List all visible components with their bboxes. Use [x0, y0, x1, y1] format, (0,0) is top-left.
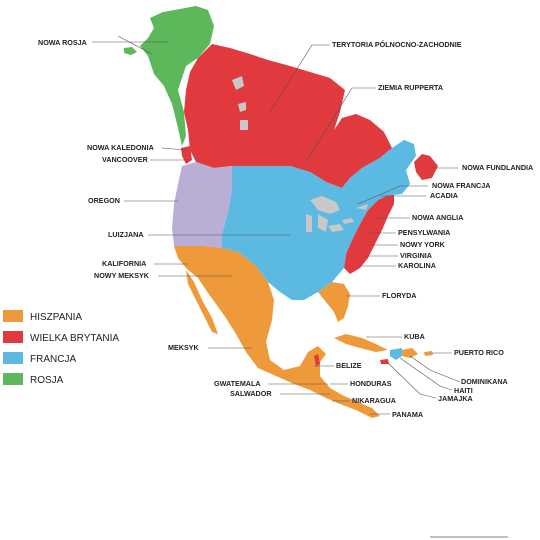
region-haiti[interactable]: [390, 348, 402, 360]
region-dominikana[interactable]: [402, 348, 418, 358]
label-salwador: SALWADOR: [230, 389, 272, 398]
region-baja-california: [186, 270, 218, 334]
label-luizjana: LUIZJANA: [108, 230, 144, 239]
label-kalifornia: KALIFORNIA: [102, 259, 146, 268]
label-nowa-kaledonia: NOWA KALEDONIA: [87, 143, 154, 152]
label-dominikana: DOMINIKANA: [461, 377, 508, 386]
label-jamajka: JAMAJKA: [438, 394, 473, 403]
region-meksyk-kalifornia[interactable]: [174, 246, 380, 418]
region-rosja-aleuty: [124, 47, 137, 55]
region-oregon[interactable]: [172, 162, 232, 248]
legend-label: HISZPANIA: [30, 312, 82, 323]
label-kuba: KUBA: [404, 332, 425, 341]
legend-label: FRANCJA: [30, 354, 76, 365]
region-floryda[interactable]: [318, 282, 350, 322]
label-virginia: VIRGINIA: [400, 251, 432, 260]
region-jamajka[interactable]: [380, 359, 389, 364]
label-terytoria: TERYTORIA PÓLNOCNO-ZACHODNIE: [332, 40, 462, 49]
label-belize: BELIZE: [336, 361, 362, 370]
legend-label: ROSJA: [30, 375, 64, 386]
label-puerto-rico: PUERTO RICO: [454, 348, 504, 357]
legend-swatch: [3, 310, 23, 322]
label-floryda: FLORYDA: [382, 291, 416, 300]
label-acadia: ACADIA: [430, 191, 458, 200]
region-puerto-rico[interactable]: [424, 351, 433, 356]
legend-label: WIELKA BRYTANIA: [30, 333, 119, 344]
label-nowa-anglia: NOWA ANGLIA: [412, 213, 463, 222]
map-legend: HISZPANIA WIELKA BRYTANIA FRANCJA ROSJA: [3, 310, 119, 386]
region-nowa-fundlandia[interactable]: [414, 154, 438, 180]
label-nikaragua: NIKARAGUA: [352, 396, 396, 405]
leader-lines: [92, 35, 461, 415]
region-belize[interactable]: [314, 354, 320, 366]
label-haiti: HAITI: [454, 386, 473, 395]
label-oregon: OREGON: [88, 196, 120, 205]
legend-swatch: [3, 352, 23, 364]
region-kolonie-wschodnie[interactable]: [344, 190, 394, 274]
inland-waters: [232, 76, 368, 232]
label-honduras: HONDURAS: [350, 379, 392, 388]
label-meksyk: MEKSYK: [168, 343, 200, 352]
label-nowa-rosja: NOWA ROSJA: [38, 38, 87, 47]
label-karolina: KAROLINA: [398, 261, 436, 270]
region-labels: NOWA ROSJA TERYTORIA PÓLNOCNO-ZACHODNIE …: [38, 38, 533, 419]
label-panama: PANAMA: [392, 410, 423, 419]
label-gwatemala: GWATEMALA: [214, 379, 261, 388]
label-nowy-meksyk: NOWY MEKSYK: [94, 271, 150, 280]
legend-swatch: [3, 373, 23, 385]
label-nowa-francja: NOWA FRANCJA: [432, 181, 490, 190]
label-pensylwania: PENSYLWANIA: [398, 228, 450, 237]
label-ziemia-rupperta: ZIEMIA RUPPERTA: [378, 83, 443, 92]
label-vancouver: VANCOOVER: [102, 155, 149, 164]
region-nowa-rosja[interactable]: [140, 6, 214, 146]
region-nowa-kaledonia[interactable]: [181, 146, 192, 164]
label-nowy-york: NOWY YORK: [400, 240, 446, 249]
label-nowa-fundlandia: NOWA FUNDLANDIA: [462, 163, 533, 172]
region-kuba[interactable]: [334, 334, 388, 352]
legend-swatch: [3, 331, 23, 343]
